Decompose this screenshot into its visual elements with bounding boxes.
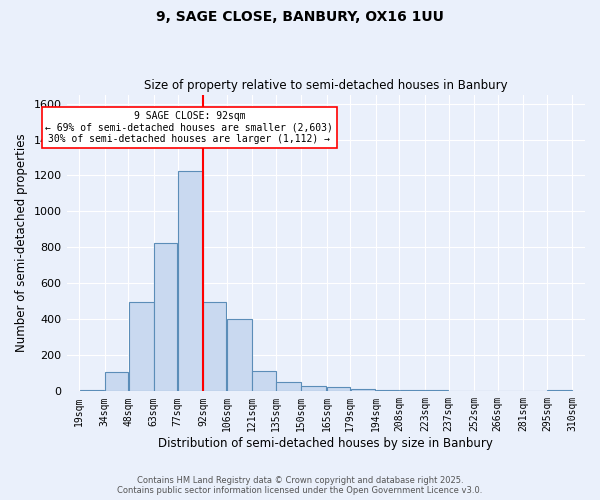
Text: Contains HM Land Registry data © Crown copyright and database right 2025.
Contai: Contains HM Land Registry data © Crown c… xyxy=(118,476,482,495)
Text: 9, SAGE CLOSE, BANBURY, OX16 1UU: 9, SAGE CLOSE, BANBURY, OX16 1UU xyxy=(156,10,444,24)
Bar xyxy=(425,390,448,392)
Bar xyxy=(547,390,572,392)
Bar xyxy=(154,243,177,392)
Bar xyxy=(301,386,326,392)
Bar xyxy=(227,320,252,392)
Text: 9 SAGE CLOSE: 92sqm
← 69% of semi-detached houses are smaller (2,603)
30% of sem: 9 SAGE CLOSE: 92sqm ← 69% of semi-detach… xyxy=(46,110,334,144)
Y-axis label: Number of semi-detached properties: Number of semi-detached properties xyxy=(15,134,28,352)
Bar xyxy=(203,302,226,392)
Bar xyxy=(350,388,376,392)
Bar xyxy=(178,171,203,392)
Title: Size of property relative to semi-detached houses in Banbury: Size of property relative to semi-detach… xyxy=(144,79,508,92)
Bar xyxy=(276,382,301,392)
Bar xyxy=(400,390,425,392)
Bar xyxy=(327,387,350,392)
Bar xyxy=(253,370,275,392)
Bar xyxy=(80,390,104,392)
Bar xyxy=(105,372,128,392)
X-axis label: Distribution of semi-detached houses by size in Banbury: Distribution of semi-detached houses by … xyxy=(158,437,493,450)
Bar xyxy=(128,302,154,392)
Bar xyxy=(376,390,399,392)
